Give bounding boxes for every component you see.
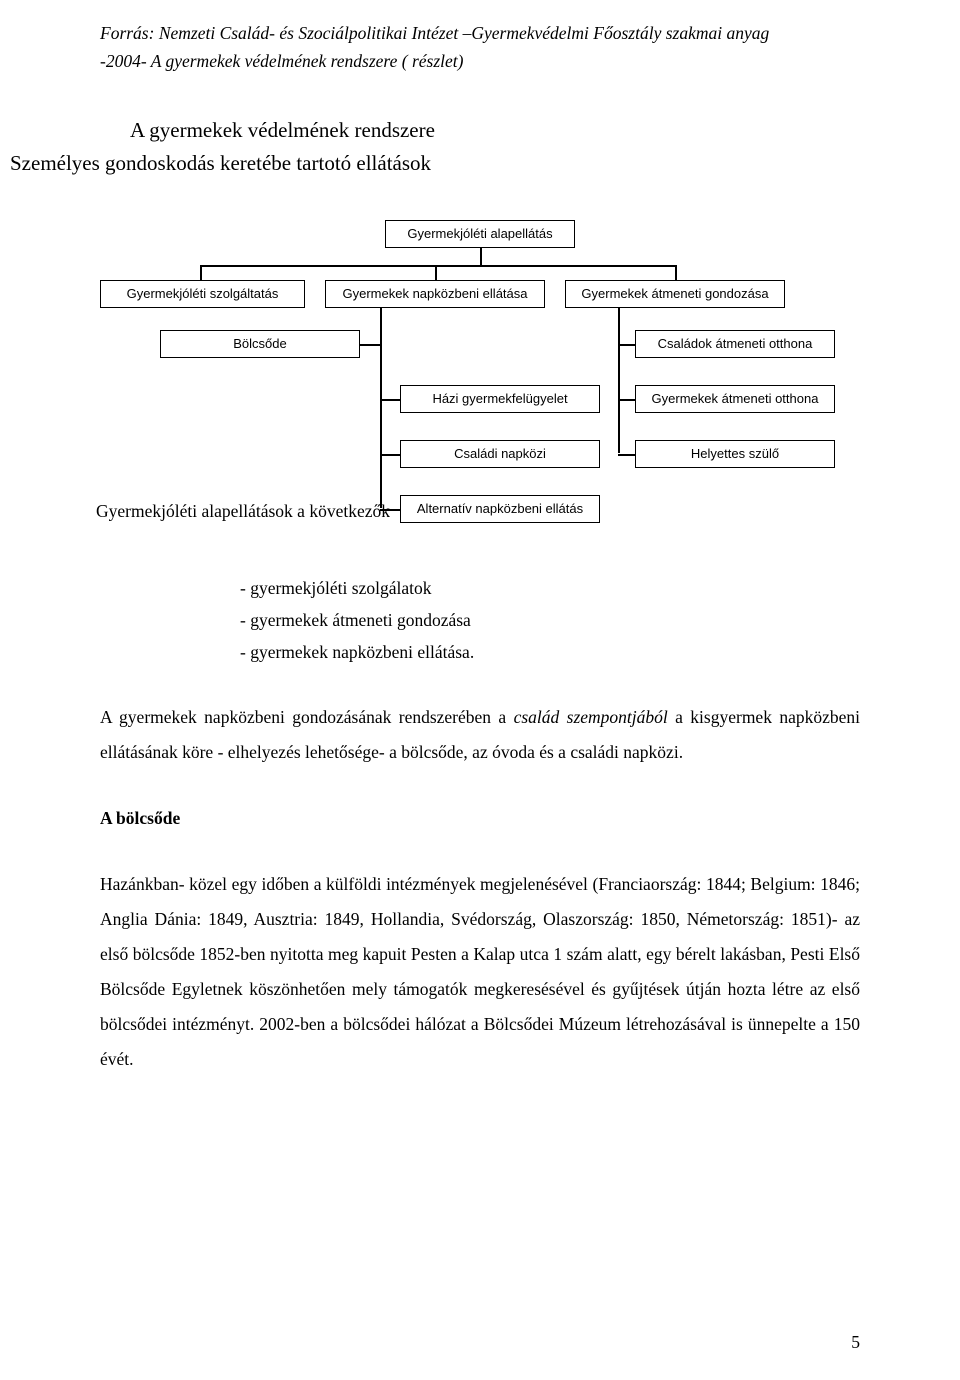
title-line-1: A gyermekek védelmének rendszere <box>130 115 860 147</box>
diagram-node-l3a: Házi gyermekfelügyelet <box>400 385 600 413</box>
diagram-connector <box>675 265 677 280</box>
paragraph-1: A gyermekek napközbeni gondozásának rend… <box>100 700 860 770</box>
diagram-node-l5a: Alternatív napközbeni ellátás <box>400 495 600 523</box>
p1-emphasis: család szempontjából <box>514 707 668 727</box>
diagram-node-l1a: Gyermekjóléti szolgáltatás <box>100 280 305 308</box>
paragraph-2: Hazánkban- közel egy időben a külföldi i… <box>100 867 860 1077</box>
diagram-connector <box>200 265 202 280</box>
bullet-3: - gyermekek napközbeni ellátása. <box>240 639 860 665</box>
diagram-connector <box>618 308 620 453</box>
diagram-overlap-text: Gyermekjóléti alapellátások a következők <box>96 498 390 524</box>
source-line-1: Forrás: Nemzeti Család- és Szociálpoliti… <box>100 20 860 46</box>
diagram-connector <box>380 454 400 456</box>
section-heading-bolcsode: A bölcsőde <box>100 805 860 831</box>
diagram-connector <box>380 399 400 401</box>
diagram-node-l4b: Helyettes szülő <box>635 440 835 468</box>
diagram-connector <box>618 399 635 401</box>
diagram-node-l2a: Bölcsőde <box>160 330 360 358</box>
diagram-node-l4a: Családi napközi <box>400 440 600 468</box>
diagram-node-l2b: Családok átmeneti otthona <box>635 330 835 358</box>
diagram-connector <box>360 344 380 346</box>
diagram-connector <box>480 248 482 265</box>
diagram-node-l1c: Gyermekek átmeneti gondozása <box>565 280 785 308</box>
diagram-node-l3b: Gyermekek átmeneti otthona <box>635 385 835 413</box>
title-line-2: Személyes gondoskodás keretébe tartotó e… <box>10 148 860 180</box>
diagram-connector <box>435 265 437 280</box>
bullet-1: - gyermekjóléti szolgálatok <box>240 575 860 601</box>
diagram-connector <box>618 454 635 456</box>
bullet-2: - gyermekek átmeneti gondozása <box>240 607 860 633</box>
diagram-connector <box>380 308 382 508</box>
diagram-node-top: Gyermekjóléti alapellátás <box>385 220 575 248</box>
bullet-list: - gyermekjóléti szolgálatok - gyermekek … <box>240 575 860 666</box>
source-line-2: -2004- A gyermekek védelmének rendszere … <box>100 48 860 74</box>
diagram-connector <box>618 344 635 346</box>
org-diagram: Gyermekjóléti alapellátások a következők… <box>100 220 860 540</box>
page-number: 5 <box>851 1329 860 1355</box>
p1-text-a: A gyermekek napközbeni gondozásának rend… <box>100 707 514 727</box>
document-page: Forrás: Nemzeti Család- és Szociálpoliti… <box>0 0 960 1380</box>
diagram-connector <box>200 265 675 267</box>
diagram-node-l1b: Gyermekek napközbeni ellátása <box>325 280 545 308</box>
